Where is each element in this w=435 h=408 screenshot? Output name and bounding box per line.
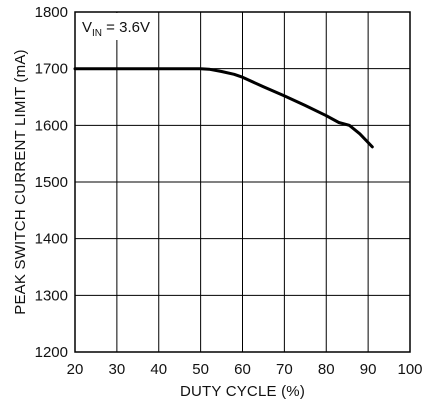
y-tick-labels: 1200 1300 1400 1500 1600 1700 1800 (35, 4, 68, 361)
x-tick-label: 60 (234, 361, 251, 378)
x-tick-label: 40 (150, 361, 167, 378)
series-line (73, 67, 374, 149)
annotation-background (76, 13, 158, 40)
x-tick-label: 90 (360, 361, 377, 378)
annotation-subscript: IN (92, 28, 102, 39)
x-tick-label: 30 (109, 361, 126, 378)
y-tick-label: 1400 (35, 231, 68, 248)
y-tick-label: 1300 (35, 287, 68, 304)
x-tick-label: 70 (276, 361, 293, 378)
x-tick-label: 20 (67, 361, 84, 378)
annotation-rest: = 3.6V (102, 19, 150, 36)
x-tick-label: 50 (192, 361, 209, 378)
plot-frame (74, 11, 411, 353)
y-tick-label: 1500 (35, 174, 68, 191)
vin-annotation: VIN = 3.6V (82, 19, 150, 39)
y-tick-label: 1600 (35, 117, 68, 134)
x-tick-labels: 20 30 40 50 60 70 80 90 100 (67, 361, 423, 378)
plot-frame-layer (74, 11, 411, 353)
x-axis-label: DUTY CYCLE (%) (180, 383, 305, 400)
y-tick-label: 1700 (35, 61, 68, 78)
x-tick-label: 100 (397, 361, 422, 378)
y-axis-label: PEAK SWITCH CURRENT LIMIT (mA) (12, 49, 29, 314)
y-tick-label: 1800 (35, 4, 68, 21)
grid (74, 11, 411, 353)
annotation-box: VIN = 3.6V (76, 13, 158, 40)
x-tick-label: 80 (318, 361, 335, 378)
y-tick-label: 1200 (35, 344, 68, 361)
annotation-main: V (82, 19, 92, 36)
series-layer (73, 67, 374, 149)
